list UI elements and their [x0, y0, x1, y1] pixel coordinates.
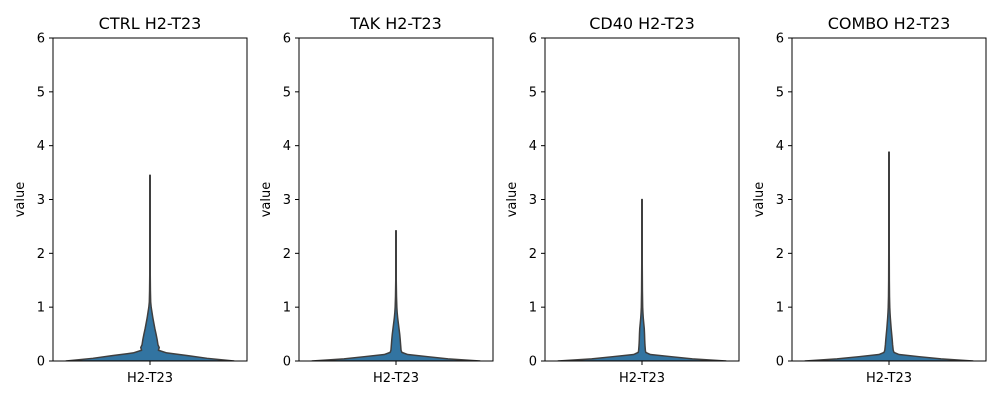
- panel-title: CD40 H2-T23: [589, 14, 695, 33]
- y-tick-label: 2: [776, 247, 784, 262]
- violin-shape: [65, 174, 235, 361]
- violin-panel: CD40 H2-T23 0 1 2 3 4 5 6 H2-T23 value: [505, 14, 740, 386]
- y-tick-label: 6: [37, 32, 45, 47]
- y-tick-label: 1: [37, 301, 45, 316]
- y-axis-label: value: [13, 182, 28, 218]
- y-tick-label: 3: [776, 193, 784, 208]
- violin-panel: TAK H2-T23 0 1 2 3 4 5 6 H2-T23 value: [259, 14, 494, 386]
- y-tick-label: 6: [283, 32, 291, 47]
- x-tick-label: H2-T23: [373, 371, 419, 386]
- violin-panel: CTRL H2-T23 0 1 2 3 4 5 6 H2-T23 value: [13, 14, 248, 386]
- y-tick-label: 3: [283, 193, 291, 208]
- y-tick-label: 4: [529, 139, 537, 154]
- panel-title: COMBO H2-T23: [828, 14, 951, 33]
- y-tick-label: 2: [283, 247, 291, 262]
- violin-shape: [557, 198, 727, 361]
- y-tick-label: 0: [529, 355, 537, 370]
- y-tick-label: 5: [37, 85, 45, 100]
- y-tick-label: 4: [37, 139, 45, 154]
- panel-title: CTRL H2-T23: [99, 14, 202, 33]
- violin-shape: [804, 151, 974, 361]
- x-tick-label: H2-T23: [127, 371, 173, 386]
- y-tick-label: 1: [776, 301, 784, 316]
- violin-shape: [311, 229, 481, 361]
- y-tick-label: 5: [529, 85, 537, 100]
- y-axis-label: value: [505, 182, 520, 218]
- y-tick-label: 2: [37, 247, 45, 262]
- y-axis-label: value: [259, 182, 274, 218]
- y-tick-label: 5: [283, 85, 291, 100]
- y-tick-label: 2: [529, 247, 537, 262]
- y-tick-label: 0: [283, 355, 291, 370]
- violin-panel: COMBO H2-T23 0 1 2 3 4 5 6 H2-T23 value: [752, 14, 987, 386]
- panel-title: TAK H2-T23: [349, 14, 442, 33]
- y-tick-label: 6: [776, 32, 784, 47]
- y-tick-label: 4: [283, 139, 291, 154]
- x-tick-label: H2-T23: [619, 371, 665, 386]
- y-tick-label: 0: [776, 355, 784, 370]
- y-tick-label: 5: [776, 85, 784, 100]
- x-tick-label: H2-T23: [866, 371, 912, 386]
- y-tick-label: 1: [529, 301, 537, 316]
- y-tick-label: 1: [283, 301, 291, 316]
- y-tick-label: 3: [529, 193, 537, 208]
- y-tick-label: 3: [37, 193, 45, 208]
- y-axis-label: value: [752, 182, 767, 218]
- y-tick-label: 6: [529, 32, 537, 47]
- y-tick-label: 4: [776, 139, 784, 154]
- y-tick-label: 0: [37, 355, 45, 370]
